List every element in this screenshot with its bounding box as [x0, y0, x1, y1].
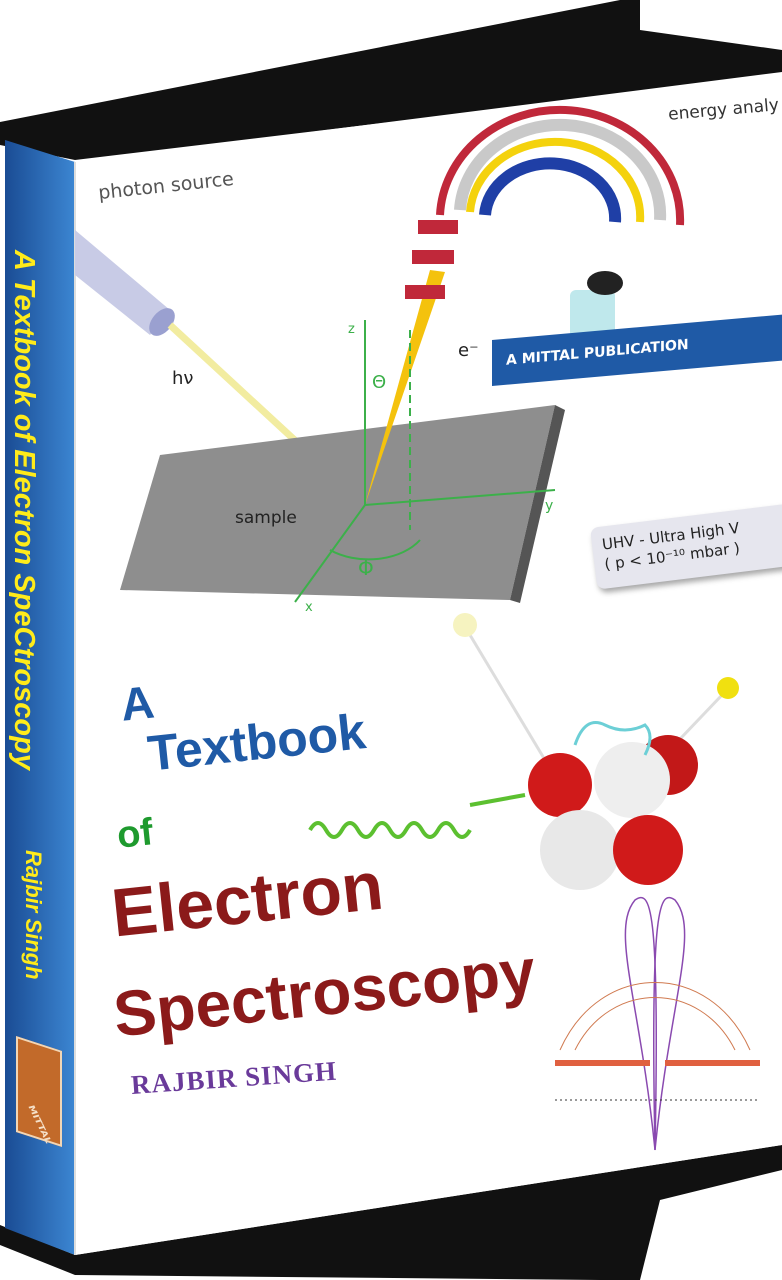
label-x-axis: x	[305, 600, 313, 615]
publisher-logo: MITTAL	[16, 1036, 62, 1147]
sample-plate	[120, 405, 555, 600]
molecule-spheres	[308, 613, 739, 890]
label-photon: hν	[172, 368, 194, 389]
coordinate-axes	[294, 320, 556, 603]
label-y-axis: y	[545, 498, 554, 514]
title-line-a: A	[118, 675, 157, 731]
book-top-edge	[0, 0, 782, 160]
energy-analyzer	[436, 105, 685, 226]
spine-title: A Textbook of Electron SpeCtroscopy	[8, 250, 40, 770]
book-spine	[5, 140, 75, 1255]
label-electron: e⁻	[458, 340, 479, 361]
label-sample: sample	[235, 508, 297, 528]
label-theta: Θ	[372, 372, 387, 393]
label-phi: Φ	[358, 556, 374, 580]
title-line-of: of	[115, 811, 156, 857]
label-z-axis: z	[348, 322, 355, 337]
spine-author: Rajbir Singh	[21, 850, 46, 980]
lens-column	[405, 220, 458, 299]
photon-source-tube	[75, 230, 175, 336]
book-bottom-edge	[0, 1145, 782, 1280]
publisher-banner-text: A MITTAL PUBLICATION	[506, 336, 689, 369]
field-lines-diagram	[555, 896, 760, 1151]
electron-beam	[365, 270, 445, 505]
